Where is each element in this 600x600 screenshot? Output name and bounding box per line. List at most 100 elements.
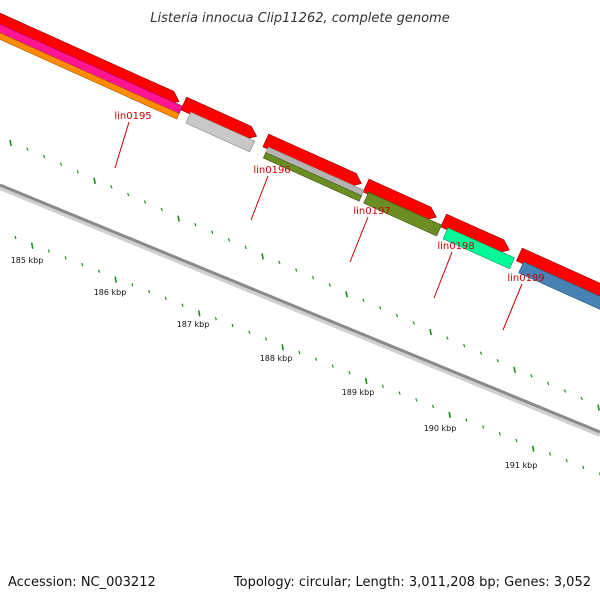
inner-tick-mark [264,337,268,341]
gene-labels: lin0195 lin0196 lin0197 lin0198 lin0199 [114,111,545,331]
outer-tick-mark [9,139,12,147]
inner-tick-mark [64,256,67,260]
scale-label: 187 kbp [177,320,210,329]
scale-label: 186 kbp [94,288,127,297]
inner-tick-mark [482,425,485,429]
outer-tick-mark [227,238,231,242]
outer-tick-mark [379,306,382,310]
outer-tick-mark [143,200,147,204]
inner-tick-mark [148,289,151,294]
gene-feature-lin0197 [263,152,362,202]
inner-scale-ticks [14,235,600,476]
label-leader-line [250,175,269,221]
inner-tick-mark [431,404,435,409]
outer-tick-mark [295,268,298,272]
outer-tick-mark [328,283,331,287]
label-leader-line [114,121,130,169]
label-leader-line [349,216,369,263]
outer-tick-mark [160,207,163,212]
outer-tick-mark [597,404,600,411]
outer-tick-mark [395,313,399,318]
inner-tick-mark [415,398,418,402]
inner-tick-mark [197,310,201,317]
outer-tick-mark [362,298,365,302]
accession-text: Accession: NC_003212 [8,575,156,590]
outer-tick-mark [278,260,281,265]
scale-labels: 185 kbp 186 kbp 187 kbp 188 kbp 189 kbp 190 k… [11,256,538,470]
cds-arrow [262,133,362,187]
gene-label-lin0197: lin0197 [353,206,390,217]
scale-label: 189 kbp [342,388,375,397]
gene-label-lin0196: lin0196 [253,165,290,176]
gene-label-lin0195: lin0195 [114,111,151,122]
outer-tick-mark [261,253,264,260]
inner-tick-mark [181,303,184,307]
outer-tick-mark [311,275,315,280]
gene-feature-lin0196 [185,111,255,153]
inner-tick-mark [97,269,101,274]
genome-summary-text: Topology: circular; Length: 3,011,208 bp… [233,575,591,590]
inner-tick-mark [531,445,535,452]
outer-tick-mark [446,336,449,340]
outer-tick-mark [59,162,63,166]
backbone-shadow [0,184,600,437]
inner-tick-mark [364,377,368,385]
inner-tick-mark [114,276,117,283]
inner-tick-mark [465,418,468,422]
inner-tick-mark [30,242,34,249]
outer-tick-mark [93,177,96,184]
outer-tick-mark [211,230,214,234]
outer-tick-mark [177,215,180,222]
outer-tick-mark [563,389,567,393]
inner-tick-mark [565,459,568,463]
outer-tick-mark [43,154,46,159]
outer-tick-mark [26,147,29,151]
inner-tick-mark [248,330,251,334]
outer-tick-mark [429,328,432,336]
genome-title: Listeria innocua Clip11262, complete gen… [150,11,449,26]
outer-tick-mark [580,396,583,401]
outer-tick-mark [479,351,483,355]
outer-tick-mark [513,366,516,373]
inner-tick-mark [81,262,84,267]
inner-tick-mark [398,391,401,395]
blue-feature [518,261,600,310]
outer-tick-mark [244,245,247,250]
outer-scale-ticks [9,139,600,411]
gene-feature-lin0199 [442,227,515,270]
backbone-line [0,183,600,434]
inner-tick-mark [281,344,284,351]
outer-tick-mark [194,222,197,227]
inner-tick-mark [348,371,351,375]
inner-tick-mark [164,296,167,301]
outer-tick-mark [547,381,550,386]
inner-tick-mark [47,249,50,253]
cds-arrow [516,247,600,299]
outer-tick-mark [127,192,130,197]
label-leader-line [433,251,453,299]
outer-tick-mark [412,321,415,325]
inner-tick-mark [315,357,318,361]
outer-tick-mark [110,185,113,189]
inner-tick-mark [515,438,518,443]
gene-label-lin0198: lin0198 [437,241,474,252]
scale-label: 185 kbp [11,256,44,265]
outer-tick-mark [463,343,466,348]
inner-tick-mark [381,384,384,388]
inner-tick-mark [498,431,501,436]
inner-tick-mark [298,350,301,355]
gene-feature-lin0198 [363,191,442,237]
cds-arrow [440,213,510,254]
orange-feature [0,32,180,120]
feature-track [0,23,600,310]
inner-tick-mark [131,283,134,287]
inner-tick-mark [214,316,217,321]
inner-tick-mark [331,364,334,368]
outer-tick-mark [530,374,533,378]
inner-tick-mark [231,323,234,328]
gene-label-lin0199: lin0199 [507,273,544,284]
inner-tick-mark [448,411,451,418]
scale-label: 190 kbp [424,424,457,433]
outer-tick-mark [496,359,499,363]
